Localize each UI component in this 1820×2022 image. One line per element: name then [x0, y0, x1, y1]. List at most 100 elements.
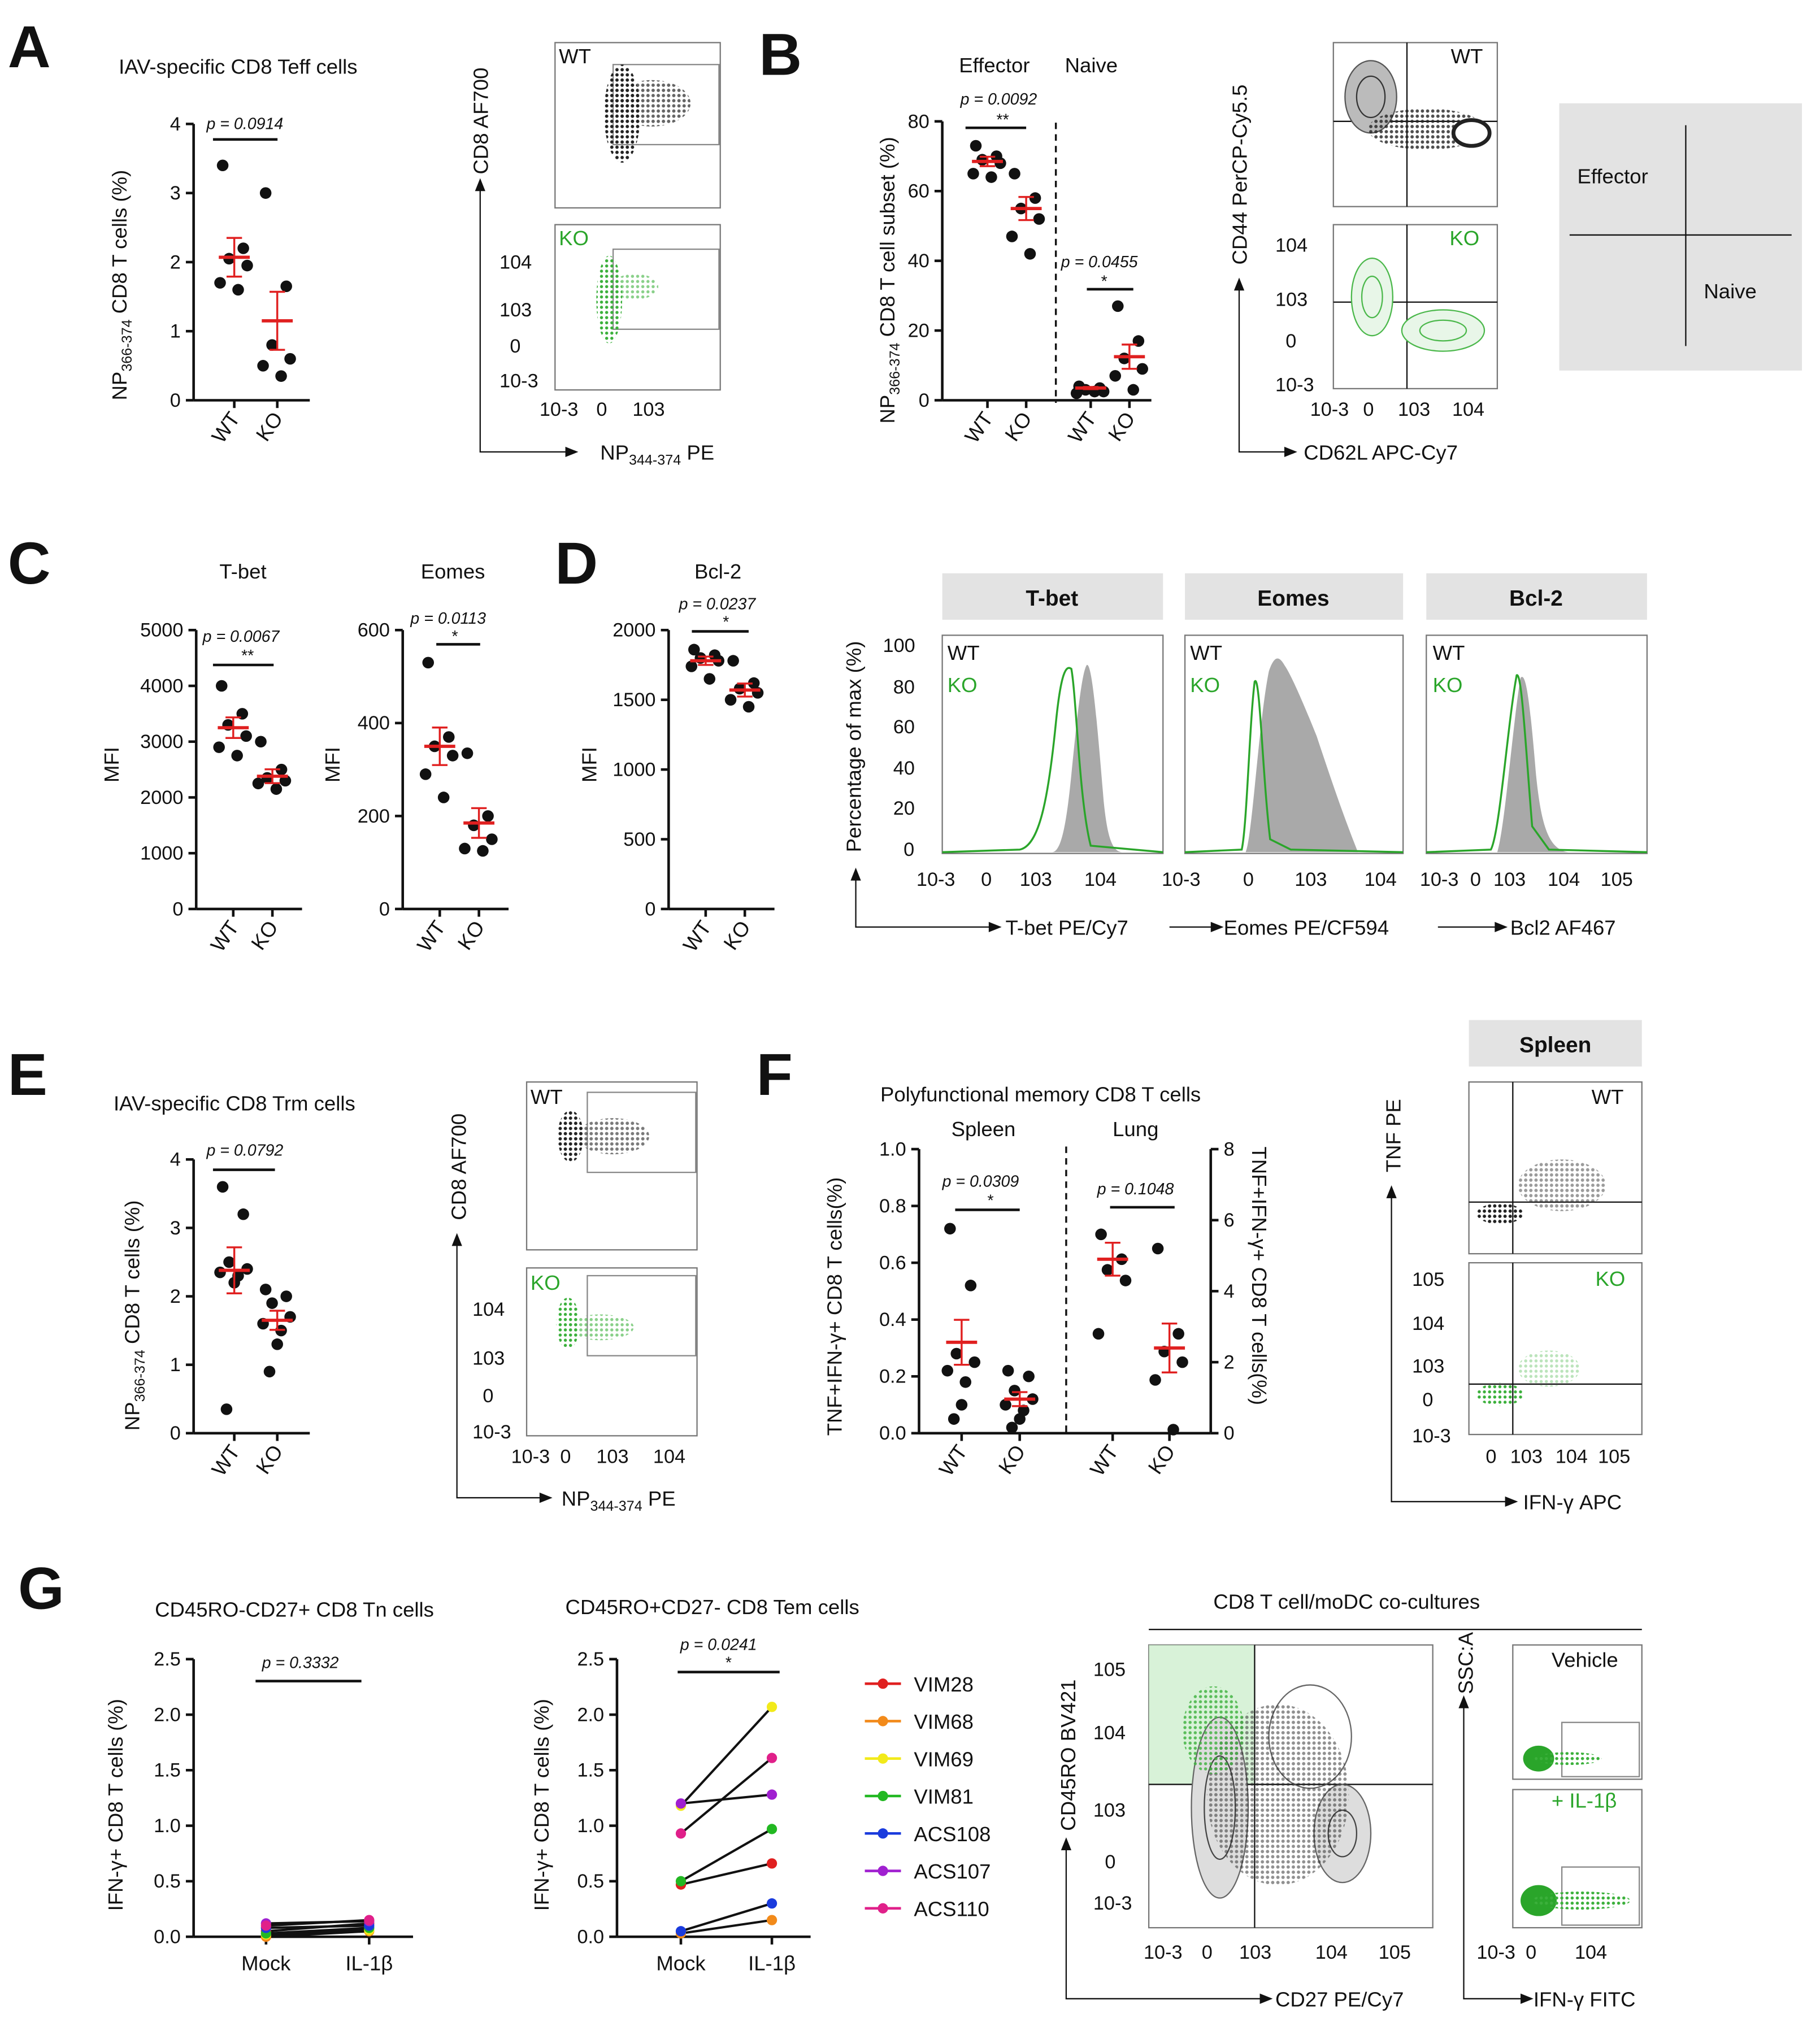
f-lung-ko-point-3 — [1176, 1356, 1188, 1368]
c-eomes-wt-point-1 — [443, 731, 455, 743]
d-eomes-ko-label: KO — [1190, 673, 1220, 697]
g-flow2-vehicle-label: Vehicle — [1552, 1648, 1618, 1671]
e-flow-ylabel: CD8 AF700 — [448, 1114, 471, 1220]
b-effector-ko-point-5 — [1024, 248, 1036, 260]
g-legend-label-4: ACS108 — [914, 1823, 991, 1846]
g-flow2-y-arrow — [1458, 1695, 1469, 1708]
g-tem-xtick-label-0: Mock — [656, 1952, 706, 1975]
g-legend-label-3: VIM81 — [914, 1785, 974, 1808]
c-eomes-ytick-label-2: 400 — [358, 712, 390, 734]
b-quadrant-legend — [1559, 103, 1802, 371]
c-tbet-ko-point-1 — [275, 763, 288, 776]
f-spleen-wt-point-4 — [941, 1364, 954, 1377]
g-legend-marker-1 — [878, 1716, 888, 1727]
a-flow-ylabel: CD8 AF700 — [470, 68, 493, 175]
g-flow2-vehicle-tail — [1535, 1752, 1602, 1766]
f-left-ytick-label-4: 0.8 — [879, 1195, 906, 1217]
g-tem-plot: 0.0 0.5 1.0 1.5 2.0 2.5 Mock IL-1β — [577, 1649, 811, 1975]
f-spleen-wt-point-5 — [959, 1376, 972, 1388]
g-flow-box — [1148, 1644, 1434, 1929]
e-ytick-label-3: 3 — [170, 1217, 181, 1239]
e-flow-wt-label: WT — [531, 1085, 563, 1108]
f-flow-ko-box — [1468, 1262, 1643, 1436]
g-ytick-2: 103 — [1093, 1800, 1126, 1821]
e-ytick-1: 103 — [472, 1348, 505, 1369]
g-coculture-title: CD8 T cell/moDC co-cultures — [1213, 1590, 1480, 1614]
d-hist-xlabel-3: Bcl2 AF467 — [1510, 916, 1616, 940]
g-tem-ylabel: IFN-γ+ CD8 T cells (%) — [530, 1699, 553, 1911]
f-xtick-label-3: KO — [1144, 1441, 1180, 1479]
d-title: Bcl-2 — [694, 560, 741, 583]
g-legend-marker-0 — [878, 1679, 888, 1689]
c-tbet-ko-point-5 — [270, 783, 283, 795]
f-sig-1: * — [988, 1192, 994, 1210]
a-ytick-2: 0 — [510, 336, 520, 357]
d-e-xtick-3: 104 — [1365, 869, 1397, 890]
b-flow-x-arrow — [1284, 446, 1297, 458]
d-hist-eomes-wt — [1185, 658, 1358, 853]
e-xtick-label-1: KO — [251, 1441, 288, 1479]
d-t-xtick-1: 0 — [981, 869, 992, 890]
b-naive-ko-point-4 — [1109, 369, 1122, 382]
g-flow2-x-arrow — [1521, 1993, 1534, 2004]
g-tn-xtick-label-0: Mock — [241, 1952, 291, 1975]
a-ytick-label-1: 1 — [170, 321, 181, 342]
a-flow-xlabel-sub: 344-374 — [629, 453, 681, 468]
g-tn-ytick-label-0: 0.0 — [154, 1927, 181, 1948]
c-tbet-ytick-label-3: 3000 — [140, 731, 183, 753]
c-eomes-plot: 0 200 400 600 WT KO — [358, 620, 509, 956]
d-b-xtick-0: 10-3 — [1420, 869, 1459, 890]
g-tn-title: CD45RO-CD27+ CD8 Tn cells — [155, 1598, 434, 1621]
a-ylabel-rest: CD8 T cells (%) — [108, 170, 131, 320]
a-pvalue: p = 0.0914 — [206, 115, 284, 133]
b-effector-wt-point-5 — [985, 171, 997, 183]
f-flow-axes — [1391, 1194, 1508, 1503]
e-ytick-2: 0 — [483, 1385, 493, 1407]
g-tem-ytick-label-0: 0.0 — [577, 1927, 604, 1948]
d-bcl2-wt-label: WT — [1433, 641, 1465, 664]
c-tbet-ko-point-0 — [255, 736, 267, 748]
d-t-xtick-3: 104 — [1084, 869, 1117, 890]
b-ytick-label-4: 80 — [908, 111, 929, 132]
f-right-ytick-label-2: 4 — [1224, 1281, 1235, 1302]
f-dot-plot: 0.0 0.2 0.4 0.6 0.8 1.0 0 2 4 6 8 WT KO WT KO — [879, 1138, 1235, 1480]
d-hist-tbet-title: T-bet — [1026, 586, 1078, 611]
e-ylabel-sub: 366-374 — [132, 1350, 148, 1402]
f-flow-y-arrow — [1386, 1185, 1397, 1198]
g-legend-marker-6 — [878, 1903, 888, 1914]
e-wt-population — [557, 1110, 584, 1162]
b-effector-wt-point-2 — [976, 154, 988, 166]
g-flow-axes — [1065, 1846, 1263, 1999]
g-tn-acs108-line — [266, 1924, 370, 1929]
b-naive-ko-point-2 — [1118, 353, 1130, 364]
g-tem-vim69-line — [680, 1706, 773, 1807]
g-legend-label-2: VIM69 — [914, 1747, 974, 1771]
e-ytick-label-1: 1 — [170, 1354, 181, 1376]
g-x2tick-1: 0 — [1526, 1942, 1536, 1963]
a-wt-point-3 — [241, 259, 253, 272]
b-pvalue-1: p = 0.0092 — [960, 90, 1037, 108]
d-histograms: Percentage of max (%) 100 80 60 40 20 0 … — [842, 573, 1648, 940]
f-right-ytick-label-0: 0 — [1224, 1423, 1235, 1444]
e-flow-xlabel: NP — [562, 1487, 590, 1510]
f-ko-population — [1476, 1382, 1523, 1406]
g-flow-xlabel: CD27 PE/Cy7 — [1275, 1988, 1404, 2011]
d-ylabel: MFI — [577, 747, 601, 782]
f-ytick-0: 105 — [1412, 1269, 1444, 1290]
b-effector-ko-point-3 — [1033, 213, 1045, 225]
d-hist-xlabel-2: Eomes PE/CF594 — [1224, 916, 1389, 940]
svg-text:NP344-374 PE: NP344-374 PE — [600, 441, 714, 468]
e-flow-y-arrow — [451, 1233, 462, 1246]
c-eomes-ko-point-2 — [468, 819, 480, 832]
a-ko-point-2 — [266, 339, 278, 351]
a-ytick-3: 10-3 — [499, 371, 538, 392]
f-ylabel-left: TNF+IFN-γ+ CD8 T cells(%) — [823, 1177, 846, 1436]
g-tem-xtick-label-1: IL-1β — [748, 1952, 796, 1975]
a-flow-xlabel-rest: PE — [681, 441, 714, 464]
c-sig-1: ** — [241, 647, 254, 665]
f-spleen-ko-point-0 — [1002, 1364, 1014, 1377]
f-ko-scatter — [1518, 1350, 1580, 1387]
a-ylabel-np: NP — [108, 372, 131, 401]
a-flow-axes — [479, 187, 568, 453]
e-xtick-1: 0 — [560, 1446, 571, 1467]
